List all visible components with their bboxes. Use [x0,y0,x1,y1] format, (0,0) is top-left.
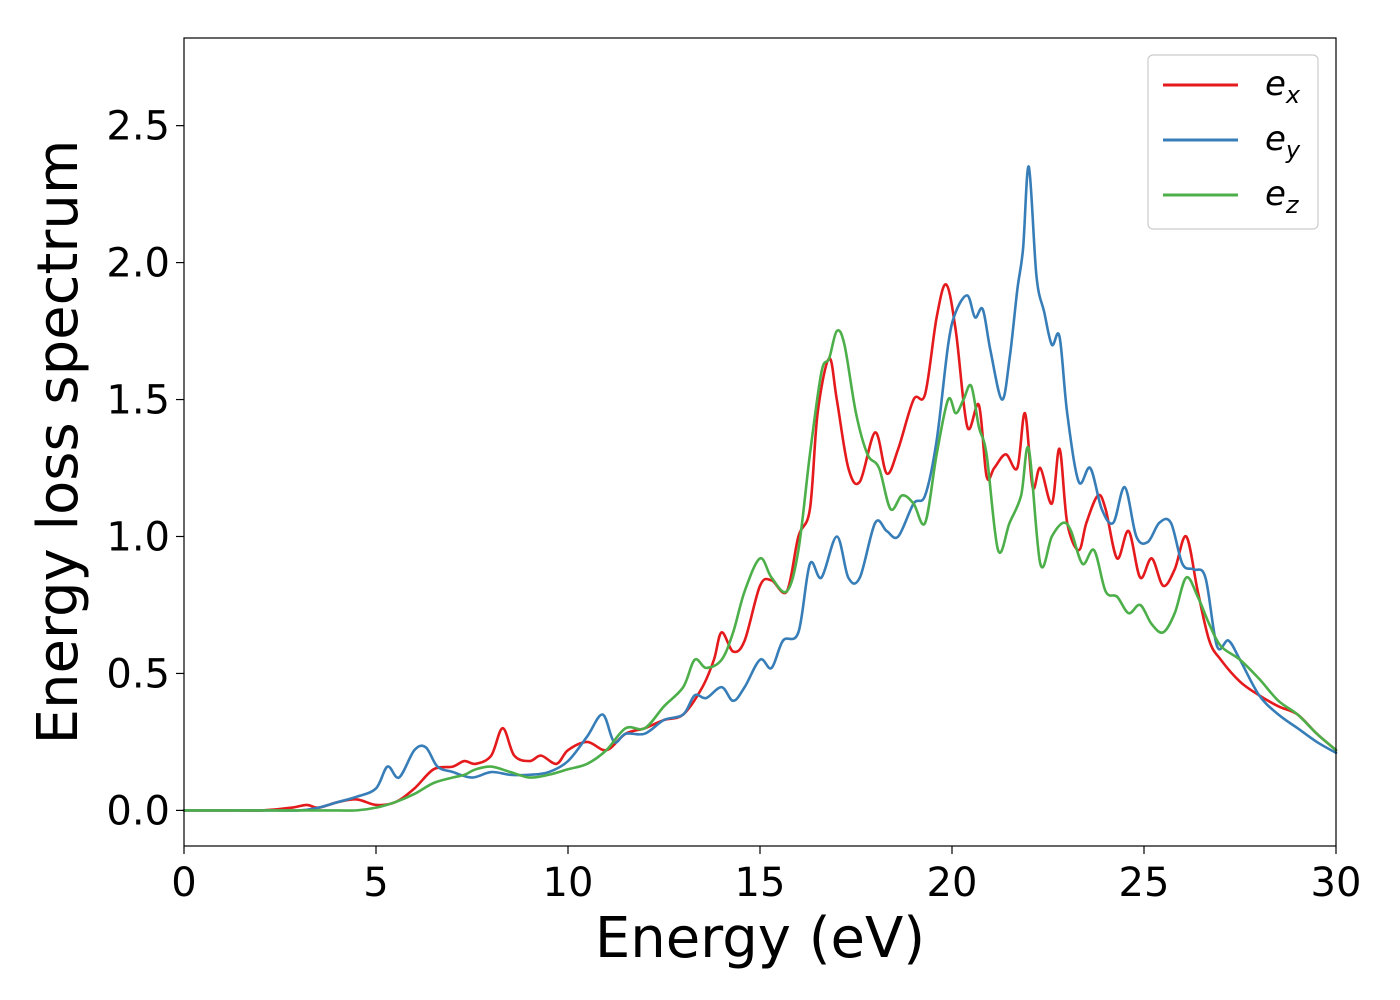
y-tick-label: 0.0 [106,788,170,834]
series-line-z [182,329,1338,812]
x-tick-label: 25 [1119,860,1170,906]
y-axis-title: Energy loss spectrum [26,140,91,745]
x-axis: 0 5 10 15 20 25 30 [171,846,1361,906]
series-line-y [182,165,1338,812]
legend-label-base: e [1265,174,1286,214]
y-tick-label: 1.5 [106,378,170,424]
x-axis-title: Energy (eV) [595,906,925,971]
series-line-x [182,283,1338,812]
legend-label-subscript: z [1285,191,1300,219]
x-tick-label: 30 [1311,860,1362,906]
y-tick-label: 2.0 [106,241,170,287]
x-tick-label: 20 [927,860,978,906]
legend-label-subscript: x [1285,81,1301,109]
legend-label-base: e [1265,64,1286,104]
series-layer [182,165,1338,812]
x-tick-label: 15 [735,860,786,906]
y-tick-label: 1.0 [106,514,170,560]
x-tick-label: 5 [363,860,388,906]
y-tick-label: 2.5 [106,104,170,150]
x-tick-label: 10 [543,860,594,906]
legend-label-z: ez [1265,174,1300,219]
y-axis: 0.0 0.5 1.0 1.5 2.0 2.5 [106,104,184,834]
legend-box [1147,54,1319,230]
legend-label-y: ey [1265,119,1301,164]
legend-label-subscript: y [1285,136,1301,164]
y-tick-label: 0.5 [106,651,170,697]
legend-label-x: ex [1265,64,1301,109]
legend-label-base: e [1265,119,1286,159]
x-tick-label: 0 [171,860,196,906]
